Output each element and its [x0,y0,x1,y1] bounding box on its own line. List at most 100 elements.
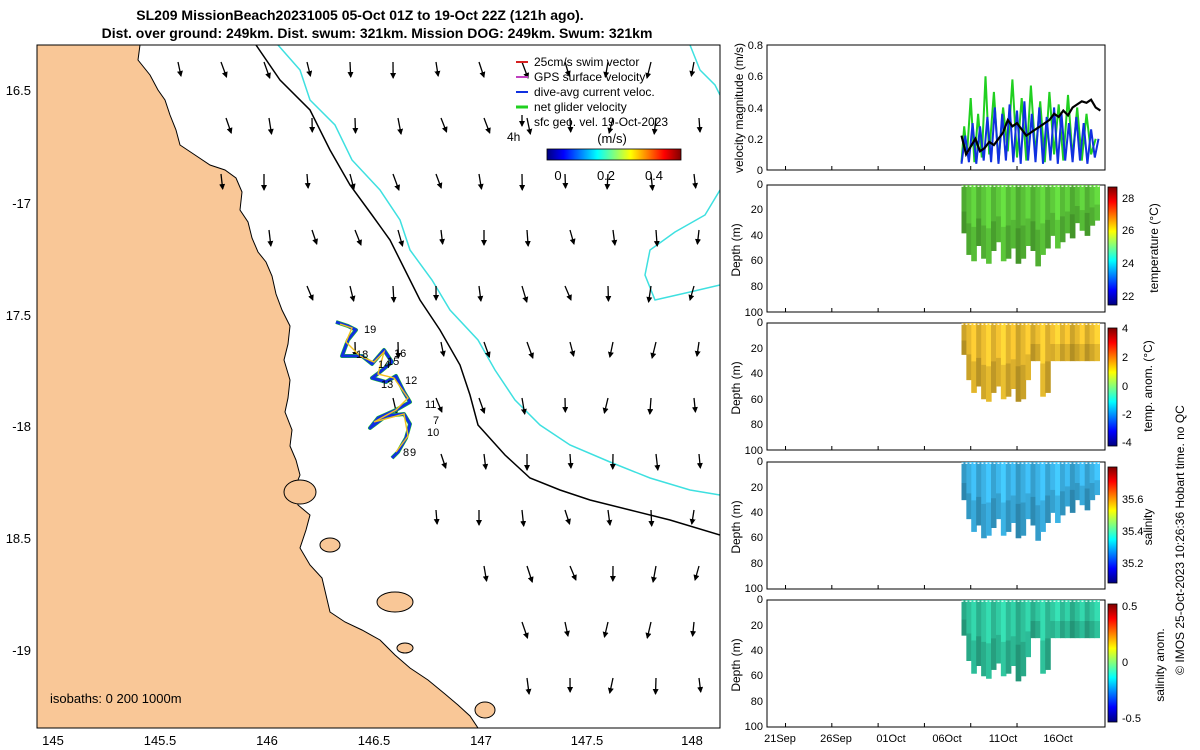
section-profile [1050,462,1056,513]
section-profile [976,185,982,246]
title-line-1: SL209 MissionBeach20231005 05-Oct 01Z to… [136,7,583,23]
temp-anomaly-panel: 0 20 40 60 80 100 Depth (m) 4 2 0 -2 -4 … [729,317,1155,457]
section-profile-deep [1020,641,1027,677]
section-profile [1000,323,1007,400]
velocity-arrow [219,173,226,190]
section-profile [1089,185,1096,226]
glider-track [335,320,412,460]
section-profile-deep [1045,638,1051,670]
section-profile-deep [1074,483,1081,501]
section-profile-deep [966,354,972,381]
section-profile [1064,462,1071,507]
section-profile-deep [1045,495,1051,523]
depth-label: Depth (m) [729,361,743,414]
section-profile-deep [1055,219,1061,249]
velocity-arrow [397,117,404,135]
section-profile-deep [1005,640,1012,674]
velocity-arrow [354,229,362,246]
day-label: 13 [381,379,393,391]
velocity-arrow [693,565,700,581]
depth-label: Depth (m) [729,500,743,553]
lon-tick: 145 [42,733,64,748]
velocity-arrow [567,453,574,469]
velocity-arrow [607,117,614,134]
section-profile-deep [1050,344,1056,362]
title-line-2: Dist. over ground: 249km. Dist. swum: 32… [102,25,653,41]
section-profile-deep [1025,354,1031,381]
depth-tick: 20 [751,620,763,632]
section-profile [991,185,997,251]
track-day-labels: 19 18 16 15 14 13 12 11 7 10 8 9 [356,324,439,459]
section-profile-deep [1064,486,1071,507]
day-label: 8 [403,447,409,459]
legend-item: dive-avg current veloc. [534,85,655,99]
section-profile [986,600,992,679]
section-profile-deep [1030,496,1036,526]
section-profile-deep [996,493,1002,520]
section-profile [996,185,1002,243]
lat-tick: -18 [12,419,31,434]
section-profile-deep [1060,216,1066,243]
velocity-arrow [647,397,654,415]
section-profile-deep [1000,641,1007,677]
section-profile-deep [961,483,967,501]
section-profile [961,600,967,636]
section-profile-deep [1035,621,1041,639]
section-profile [1094,185,1100,221]
depth-tick: 20 [751,482,763,494]
velocity-arrow [520,397,527,415]
section-profile-deep [986,643,992,679]
map-legend: 25cm/s swim vector GPS surface velocity … [507,55,682,183]
section-profile [991,462,997,528]
section-profile [976,323,982,387]
section-profile-deep [1035,344,1041,362]
section-profile [1074,600,1081,639]
velocity-arrow [397,229,405,247]
velocity-arrow [526,565,534,583]
velocity-arrow [526,341,534,359]
speed-colorbar [546,148,682,161]
colorbar-tick: 0.4 [645,168,663,183]
section-profile [1000,185,1007,262]
section-profile [1020,462,1027,536]
section-profile [1035,323,1041,362]
time-tick: 11Oct [989,733,1018,745]
section-profile [981,600,987,677]
time-tick: 06Oct [932,733,961,745]
velocity-arrow [483,341,491,358]
section-profile-deep [971,500,977,532]
velocity-arrow [439,229,446,245]
section-profile [986,462,992,536]
section-profile-deep [1015,503,1022,539]
section-profile-deep [1035,229,1041,267]
lon-tick: 147.5 [571,733,604,748]
section-profile-deep [1000,502,1007,536]
section-profile [971,323,977,393]
salinity-anomaly-panel: 0 20 40 60 80 100 Depth (m) 0.5 0 -0.5 s… [729,594,1167,733]
section-profile [1010,462,1017,523]
section-profile-deep [1010,219,1017,249]
section-profile [1005,185,1012,259]
section-profile [996,323,1002,387]
velocity-arrow [650,341,657,359]
temperature-section [766,184,1118,313]
section-profile-deep [981,364,987,400]
velocity-arrow [352,117,359,134]
velocity-arrow [525,677,532,695]
section-profile [1064,323,1071,362]
section-profile [1079,185,1086,231]
lat-tick: -19 [12,643,31,658]
section-profile [1045,185,1051,249]
depth-tick: 60 [751,394,763,406]
section-profile [1020,323,1027,400]
section-profile-deep [986,366,992,402]
vel-ytick: 0.4 [748,103,763,115]
section-profile-deep [1015,366,1022,402]
depth-tick: 40 [751,368,763,380]
day-label: 18 [356,349,368,361]
section-profile [1069,462,1076,513]
section-profile [1060,185,1066,243]
section-profile-deep [1069,489,1076,513]
section-profile [1015,185,1022,264]
depth-tick: 0 [757,594,763,606]
